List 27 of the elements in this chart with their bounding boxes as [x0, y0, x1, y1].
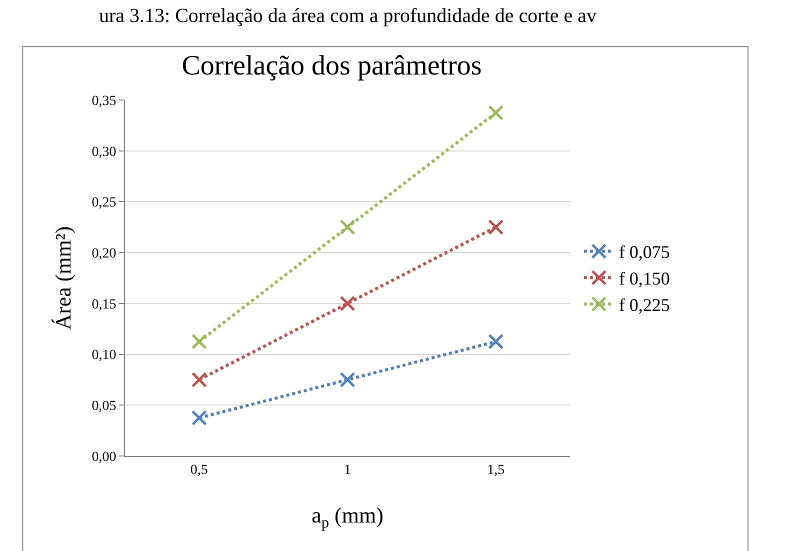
legend-label: f 0,150	[618, 268, 670, 289]
y-tick-label: 0,10	[92, 348, 116, 364]
y-tick-label: 0,00	[92, 450, 116, 465]
y-tick-label: 0,05	[92, 399, 116, 414]
y-tick-label: 0,20	[92, 246, 116, 262]
point	[191, 372, 207, 388]
y-tick-label: 0,30	[92, 144, 116, 160]
y-axis-title: Área (mm²)	[50, 226, 76, 330]
point	[191, 410, 207, 426]
legend-label: f 0,075	[618, 242, 670, 262]
text: ura 3.13: Correlação da área com a profundidade de corte e av	[99, 5, 597, 27]
point	[488, 219, 504, 235]
x-tick-label: 1	[344, 462, 351, 478]
point	[340, 372, 356, 388]
x-tick-label: 1,5	[487, 462, 505, 478]
y-tick-label: 0,15	[92, 297, 116, 312]
x-axis-title: a$_{p}$ (mm)	[312, 502, 384, 532]
y-tick-label: 0,35	[92, 94, 116, 109]
point	[488, 334, 504, 350]
point	[191, 334, 207, 350]
x-tick-label: 0,5	[190, 462, 208, 478]
legend-label: f 0,225	[618, 295, 670, 316]
point	[340, 219, 356, 235]
point	[488, 104, 504, 120]
chart-title: Correlação dos parâmetros	[182, 50, 482, 82]
y-tick-label: 0,25	[92, 196, 116, 211]
point	[340, 296, 356, 312]
